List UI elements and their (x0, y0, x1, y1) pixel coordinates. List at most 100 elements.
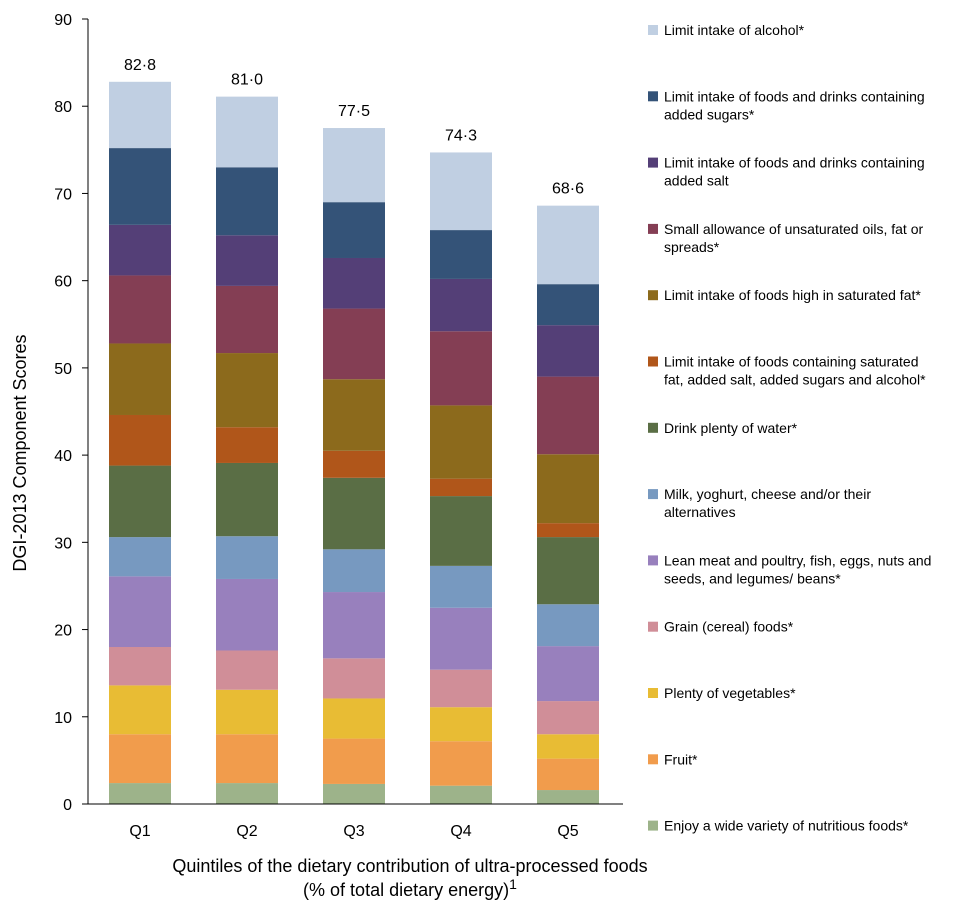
bar-segment (216, 167, 278, 236)
legend-label: Limit intake of foods containing saturat… (664, 354, 926, 388)
bar-segment (216, 235, 278, 286)
bar-segment (323, 783, 385, 804)
bar-segment (216, 427, 278, 463)
bar-segment (216, 783, 278, 804)
bar-segment (430, 152, 492, 231)
bar-segment (216, 285, 278, 354)
bar-segment (537, 758, 599, 791)
y-tick-label: 0 (63, 797, 72, 814)
y-tick-label: 20 (54, 623, 72, 640)
legend-item: Drink plenty of water* (648, 420, 798, 436)
bar-segment (216, 578, 278, 651)
bar-segment (323, 549, 385, 593)
legend-label-line: Limit intake of alcohol* (664, 22, 805, 38)
legend-label-line: Drink plenty of water* (664, 420, 798, 436)
y-axis-title: DGI-2013 Component Scores (10, 334, 30, 571)
bar-segment (323, 592, 385, 659)
bar-segment (109, 537, 171, 577)
legend-label-line: alternatives (664, 504, 736, 520)
x-axis-title-line2: (% of total dietary energy)1 (303, 876, 517, 900)
legend-label-line: fat, added salt, added sugars and alcoho… (664, 372, 926, 388)
legend-label: Milk, yoghurt, cheese and/or their altern… (664, 486, 871, 520)
bar-segment (537, 701, 599, 735)
legend-item: Limit intake of foods containing saturat… (648, 354, 926, 388)
bar-segment (537, 205, 599, 285)
x-tick-label: Q3 (343, 823, 364, 840)
legend-swatch (648, 820, 658, 831)
bar-segment (109, 685, 171, 735)
bar-segment (430, 230, 492, 279)
legend-item: Small allowance of unsaturated oils, fat… (648, 221, 923, 255)
x-axis-title-superscript: 1 (509, 876, 517, 892)
legend-label: Limit intake of foods and drinks contain… (664, 155, 925, 189)
bar-segment (430, 565, 492, 608)
bar-segment (109, 783, 171, 804)
y-tick-label: 80 (54, 99, 72, 116)
bar-total-label: 77·5 (338, 103, 370, 120)
legend-label: Small allowance of unsaturated oils, fat… (664, 221, 923, 255)
bar-segment (109, 414, 171, 466)
bar-segment (430, 331, 492, 406)
legend-label: Drink plenty of water* (664, 420, 798, 436)
legend-swatch (648, 290, 658, 301)
legend-item: Limit intake of foods high in saturated … (648, 287, 921, 303)
bar-segment (323, 379, 385, 451)
bar-segment (430, 785, 492, 804)
bar-segment (323, 738, 385, 784)
legend-label: Plenty of vegetables* (664, 685, 796, 701)
legend-swatch (648, 157, 658, 168)
bar-segment (537, 646, 599, 702)
x-axis-title-line1: Quintiles of the dietary contribution of… (172, 856, 647, 876)
legend-label: Lean meat and poultry, fish, eggs, nuts … (664, 552, 931, 586)
bar-segment (323, 257, 385, 309)
bar-segment (430, 669, 492, 708)
bar-stack-q4: 74·3 (430, 127, 492, 804)
bar-segment (109, 148, 171, 225)
bar-segment (430, 607, 492, 670)
bar-segment (109, 734, 171, 784)
bar-segment (323, 698, 385, 739)
bar-segment (537, 325, 599, 377)
bar-segment (537, 454, 599, 524)
legend-swatch (648, 223, 658, 234)
legend-label-line: Milk, yoghurt, cheese and/or their (664, 486, 871, 502)
y-tick-label: 30 (54, 535, 72, 552)
legend-label: Limit intake of foods high in saturated … (664, 287, 921, 303)
bar-segment (537, 790, 599, 804)
legend-swatch (648, 489, 658, 500)
legend-swatch (648, 356, 658, 367)
legend-label-line: spreads* (664, 239, 720, 255)
legend-item: Limit intake of foods and drinks contain… (648, 155, 925, 189)
bar-stack-q1: 82·8 (109, 57, 171, 804)
legend-label-line: seeds, and legumes/ beans* (664, 570, 841, 586)
bar-segment (216, 462, 278, 537)
bar-segment (109, 275, 171, 344)
legend-label-line: Limit intake of foods containing saturat… (664, 354, 919, 370)
y-tick-label: 40 (54, 448, 72, 465)
bar-total-label: 81·0 (231, 72, 263, 89)
legend-label: Limit intake of foods and drinks contain… (664, 88, 925, 122)
bar-segment (216, 96, 278, 168)
y-axis: 0 10 20 30 40 50 60 70 80 90 (54, 12, 89, 814)
legend-item: Plenty of vegetables* (648, 685, 796, 701)
bars-group: 82·8 81·0 77·5 74·3 68·6 (109, 57, 599, 804)
bar-stack-q5: 68·6 (537, 181, 599, 804)
y-tick-label: 90 (54, 12, 72, 29)
legend-swatch (648, 621, 658, 632)
bar-stack-q2: 81·0 (216, 72, 278, 804)
x-tick-label: Q1 (129, 823, 150, 840)
bar-segment (430, 478, 492, 497)
legend-label-line: Limit intake of foods and drinks contain… (664, 88, 925, 104)
bar-segment (323, 128, 385, 203)
bar-segment (109, 647, 171, 686)
bar-segment (109, 81, 171, 149)
legend-label: Fruit* (664, 751, 698, 767)
legend-swatch (648, 754, 658, 765)
bar-stack-q3: 77·5 (323, 103, 385, 804)
bar-total-label: 82·8 (124, 57, 156, 74)
legend-label: Enjoy a wide variety of nutritious foods… (664, 818, 909, 834)
legend-item: Milk, yoghurt, cheese and/or their altern… (648, 486, 871, 520)
bar-segment (109, 343, 171, 415)
legend-label-line: Grain (cereal) foods* (664, 619, 794, 635)
x-axis: Q1 Q2 Q3 Q4 Q5 (88, 803, 623, 840)
